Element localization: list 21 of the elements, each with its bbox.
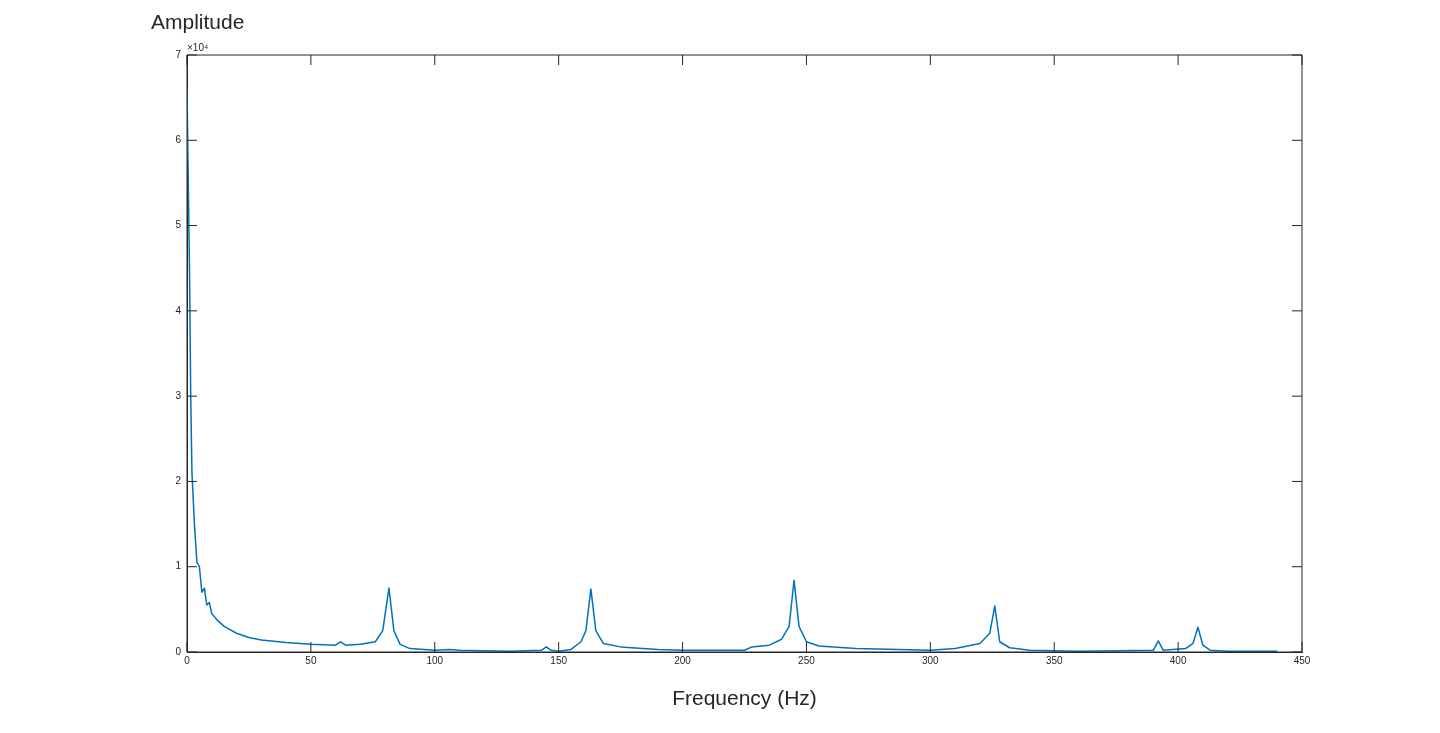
x-tick-label: 300 [921,654,940,666]
y-tick-label: 1 [175,560,182,572]
y-tick-label: 4 [175,304,182,316]
y-tick-label: 5 [175,219,182,231]
x-tick-label: 50 [305,654,317,666]
y-tick-label: 3 [175,389,182,401]
x-tick-label: 0 [184,654,191,666]
y-tick-label: 7 [175,48,182,60]
x-tick-label: 150 [550,654,568,666]
x-tick-label: 250 [798,654,816,666]
x-tick-label: 350 [1045,654,1063,666]
y-axis-title: Amplitude [151,10,245,34]
y-tick-label: 2 [175,475,182,487]
x-tick-label: 400 [1169,654,1187,666]
x-tick-label: 100 [426,654,444,666]
y-tick-label: 6 [175,134,182,146]
x-tick-label: 450 [1293,654,1311,666]
x-tick-label: 200 [674,654,692,666]
y-tick-label: 0 [175,645,182,657]
x-axis-title: Frequency (Hz) [671,686,818,710]
text: ×10⁴ [187,41,209,53]
